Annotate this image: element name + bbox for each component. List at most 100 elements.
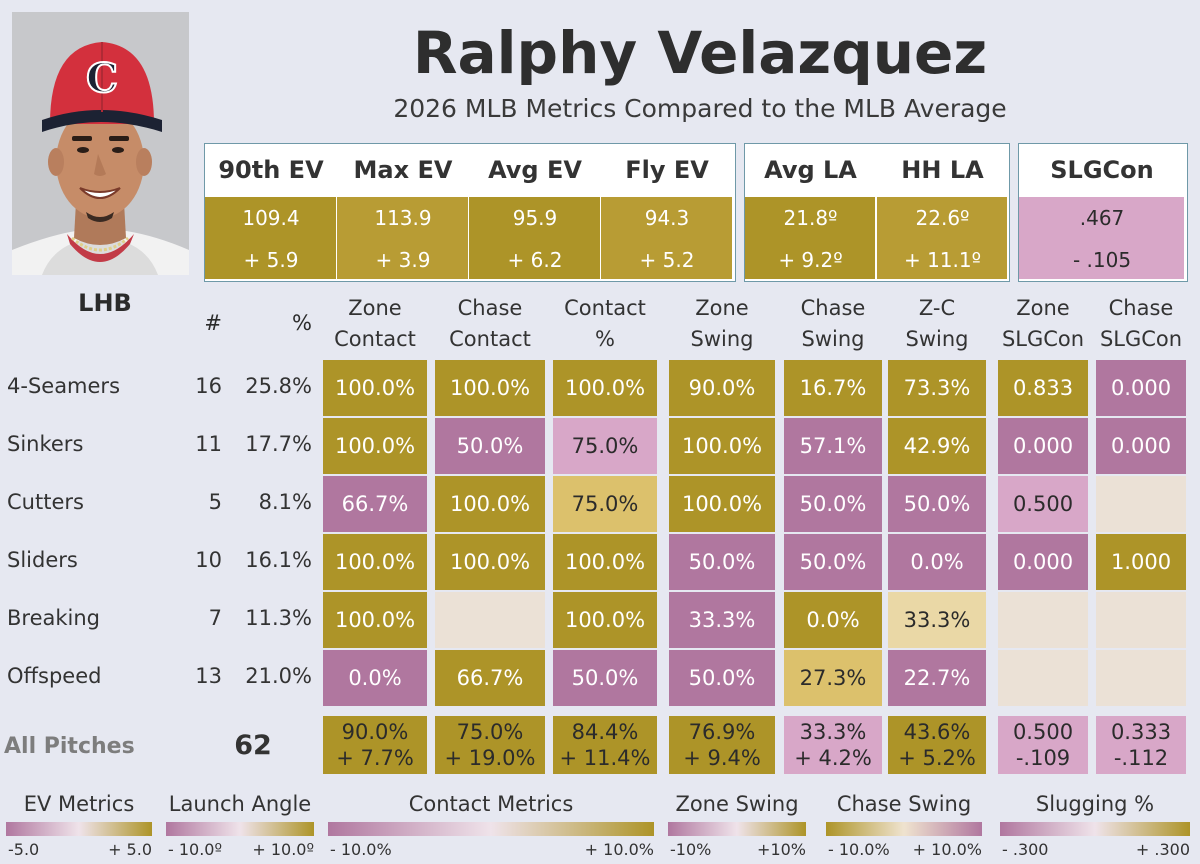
totals-diff: -.109	[1015, 746, 1071, 770]
totals-count: 62	[234, 730, 272, 761]
table-cell: 0.0%	[784, 592, 882, 648]
column-header-line1: Zone	[1016, 296, 1070, 320]
row-pitch-label: Sinkers	[7, 432, 84, 456]
table-cell: 50.0%	[784, 534, 882, 590]
page-subtitle: 2026 MLB Metrics Compared to the MLB Ave…	[393, 94, 1007, 123]
column-header-line2: Contact	[334, 327, 416, 351]
metric-value: .467	[1079, 206, 1125, 230]
table-cell: 0.833	[998, 360, 1088, 416]
legend-min-label: -5.0	[8, 840, 40, 859]
metric-diff: + 3.9	[375, 248, 431, 272]
cap-logo-letter: C	[86, 55, 118, 102]
table-cell: 100.0%	[669, 418, 775, 474]
row-count: 5	[208, 490, 222, 514]
table-cell: 75.0%	[553, 418, 657, 474]
metric-value: 94.3	[644, 206, 690, 230]
metric-diff: + 6.2	[507, 248, 563, 272]
metric-diff: - .105	[1072, 248, 1132, 272]
metric-cell	[601, 197, 732, 279]
column-header-line2: Swing	[801, 327, 865, 351]
metric-value: 109.4	[242, 206, 300, 230]
table-cell: 50.0%	[669, 534, 775, 590]
metric-value: 22.6º	[915, 206, 970, 230]
totals-cell: 75.0% + 19.0%	[435, 716, 545, 774]
metric-label: Max EV	[353, 156, 453, 184]
table-cell	[1096, 650, 1186, 706]
table-cell	[435, 592, 545, 648]
legend-max-label: +10%	[757, 840, 806, 859]
column-header-line1: Contact	[564, 296, 646, 320]
row-pct: 25.8%	[245, 374, 312, 398]
totals-value: 84.4%	[571, 720, 639, 744]
row-pct: 17.7%	[245, 432, 312, 456]
handedness-label: LHB	[78, 289, 132, 317]
totals-value: 75.0%	[456, 720, 524, 744]
totals-diff: + 5.2%	[898, 746, 976, 770]
table-cell: 33.3%	[669, 592, 775, 648]
totals-diff: + 9.4%	[683, 746, 761, 770]
totals-diff: + 19.0%	[444, 746, 536, 770]
table-cell: 100.0%	[323, 592, 427, 648]
metric-label: Avg LA	[764, 156, 857, 184]
row-count: 16	[195, 374, 222, 398]
table-cell: 100.0%	[553, 534, 657, 590]
table-cell: 0.000	[998, 534, 1088, 590]
column-header-line2: Contact	[449, 327, 531, 351]
metric-diff: + 9.2º	[778, 248, 843, 272]
legend-gradient-bar	[328, 822, 654, 836]
row-count: 11	[195, 432, 222, 456]
metric-cell	[205, 197, 336, 279]
table-cell: 0.000	[1096, 360, 1186, 416]
metric-label: Fly EV	[625, 156, 709, 184]
totals-cell: 43.6% + 5.2%	[888, 716, 986, 774]
player-portrait: C	[12, 12, 189, 275]
totals-cell: 76.9% + 9.4%	[669, 716, 775, 774]
column-header-line1: Chase	[457, 296, 523, 320]
legend-max-label: + .300	[1135, 840, 1190, 859]
table-cell: 0.0%	[888, 534, 986, 590]
totals-value: 90.0%	[341, 720, 409, 744]
totals-cell: 33.3% + 4.2%	[784, 716, 882, 774]
totals-diff: + 11.4%	[559, 746, 651, 770]
table-cell: 27.3%	[784, 650, 882, 706]
legend-min-label: -10%	[670, 840, 712, 859]
table-cell	[998, 592, 1088, 648]
table-cell: 100.0%	[435, 476, 545, 532]
table-cell: 22.7%	[888, 650, 986, 706]
table-cell: 50.0%	[784, 476, 882, 532]
metric-cell	[337, 197, 468, 279]
totals-value: 0.500	[1012, 720, 1074, 744]
legend-min-label: - .300	[1002, 840, 1049, 859]
legend-title: Chase Swing	[836, 792, 972, 816]
row-pitch-label: Breaking	[7, 606, 101, 630]
legend-min-label: - 10.0%	[828, 840, 890, 859]
legend-gradient-bar	[668, 822, 806, 836]
metric-cell	[1019, 197, 1184, 279]
column-header-line2: Swing	[905, 327, 969, 351]
table-cell: 66.7%	[435, 650, 545, 706]
totals-value: 76.9%	[688, 720, 756, 744]
metric-diff: + 11.1º	[903, 248, 982, 272]
table-cell	[998, 650, 1088, 706]
metric-value: 113.9	[374, 206, 432, 230]
table-cell: 50.0%	[435, 418, 545, 474]
row-count: 10	[195, 548, 222, 572]
totals-value: 43.6%	[903, 720, 971, 744]
column-header-line1: Zone	[348, 296, 402, 320]
table-cell: 75.0%	[553, 476, 657, 532]
totals-diff: + 4.2%	[794, 746, 872, 770]
metric-label: SLGCon	[1050, 156, 1154, 184]
row-pct: 11.3%	[245, 606, 312, 630]
table-cell: 16.7%	[784, 360, 882, 416]
table-cell: 100.0%	[669, 476, 775, 532]
page-title: Ralphy Velazquez	[412, 19, 988, 87]
legend-gradient-bar	[1000, 822, 1190, 836]
table-cell: 50.0%	[888, 476, 986, 532]
metric-value: 95.9	[512, 206, 558, 230]
table-cell: 1.000	[1096, 534, 1186, 590]
table-cell: 100.0%	[435, 360, 545, 416]
column-header-line1: Chase	[1108, 296, 1174, 320]
totals-cell: 90.0% + 7.7%	[323, 716, 427, 774]
metric-diff: + 5.9	[243, 248, 299, 272]
row-count: 7	[208, 606, 222, 630]
